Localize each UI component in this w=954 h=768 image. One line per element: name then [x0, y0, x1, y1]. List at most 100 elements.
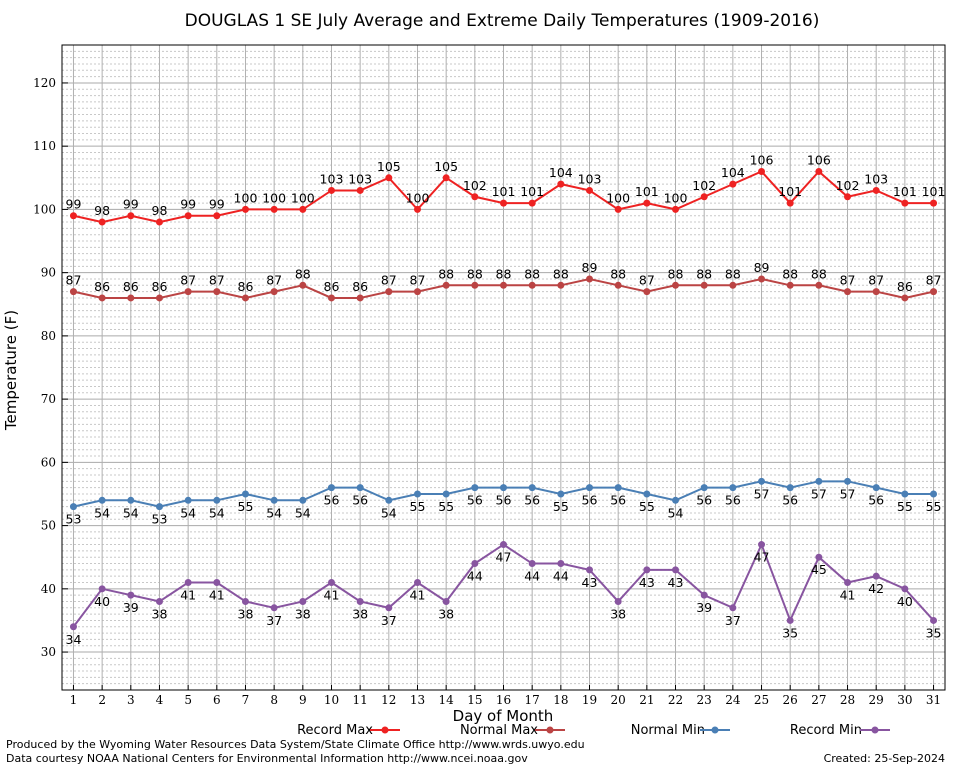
data-label: 54	[668, 505, 684, 520]
data-label: 86	[324, 279, 340, 294]
data-point	[528, 560, 536, 568]
data-label: 41	[410, 588, 426, 603]
x-axis-label: Day of Month	[453, 707, 554, 725]
data-point	[413, 288, 421, 296]
data-point	[758, 541, 766, 549]
data-point	[528, 281, 536, 289]
data-point	[930, 490, 938, 498]
x-tick-label: 29	[869, 693, 884, 707]
x-tick-label: 7	[242, 693, 250, 707]
data-label: 35	[782, 625, 798, 640]
data-point	[241, 490, 249, 498]
data-point	[98, 585, 106, 593]
data-label: 88	[295, 266, 311, 281]
data-point	[98, 496, 106, 504]
x-tick-label: 28	[840, 693, 855, 707]
data-point	[327, 186, 335, 194]
legend-item: Record Min	[790, 723, 890, 738]
data-point	[127, 212, 135, 220]
y-tick-label: 120	[33, 76, 56, 90]
data-label: 87	[639, 273, 655, 288]
x-tick-label: 8	[270, 693, 278, 707]
data-point	[758, 167, 766, 175]
data-label: 100	[664, 190, 688, 205]
legend: Record Max Normal Max Normal Min Record Min	[297, 723, 890, 738]
data-label: 37	[725, 613, 741, 628]
x-tick-label: 22	[668, 693, 683, 707]
data-label: 101	[922, 184, 946, 199]
data-label: 101	[520, 184, 544, 199]
data-label: 102	[692, 178, 716, 193]
data-point	[127, 294, 135, 302]
data-point	[700, 484, 708, 492]
data-point	[471, 560, 479, 568]
legend-label: Normal Max	[460, 723, 538, 738]
data-point	[184, 579, 192, 586]
data-point	[241, 597, 249, 605]
data-point	[184, 212, 192, 220]
data-label: 37	[266, 613, 282, 628]
x-tick-label: 11	[353, 693, 368, 707]
data-point	[69, 623, 77, 631]
data-point	[127, 496, 135, 504]
data-point	[413, 579, 421, 586]
data-point	[758, 275, 766, 283]
data-label: 106	[750, 152, 774, 167]
data-label: 56	[725, 493, 741, 508]
data-label: 88	[782, 266, 798, 281]
legend-marker	[871, 726, 879, 734]
data-point	[500, 281, 507, 289]
data-point	[786, 484, 794, 492]
data-point	[700, 193, 708, 201]
data-label: 38	[438, 606, 454, 621]
data-point	[786, 616, 794, 624]
data-label: 101	[778, 184, 802, 199]
data-point	[930, 199, 938, 207]
data-point	[557, 281, 565, 289]
data-point	[270, 496, 278, 504]
data-point	[471, 484, 479, 492]
data-point	[643, 199, 651, 207]
x-tick-label: 1	[70, 693, 78, 707]
series-record-min: 34 40 39 38 41 41 38 37 38 41 38 37 41 38 44 47 44 44 43 38…	[66, 541, 941, 647]
data-label: 88	[811, 266, 827, 281]
data-label: 44	[524, 569, 540, 584]
data-point	[184, 288, 192, 296]
data-label: 43	[668, 575, 684, 590]
data-point	[442, 597, 450, 605]
data-label: 87	[410, 273, 426, 288]
data-point	[155, 503, 163, 511]
data-label: 41	[840, 588, 856, 603]
x-tick-label: 9	[299, 693, 307, 707]
data-label: 87	[868, 273, 884, 288]
y-tick-label: 50	[41, 519, 56, 533]
data-label: 88	[668, 266, 684, 281]
x-tick-label: 13	[410, 693, 425, 707]
data-point	[672, 496, 680, 504]
data-label: 54	[123, 505, 139, 520]
data-label: 57	[754, 486, 770, 501]
data-label: 87	[180, 273, 196, 288]
data-point	[299, 205, 307, 213]
x-tick-label: 20	[611, 693, 626, 707]
x-tick-label: 6	[213, 693, 221, 707]
data-point	[241, 205, 249, 213]
data-point	[213, 496, 221, 504]
y-tick-label: 60	[41, 455, 56, 469]
data-point	[557, 560, 565, 568]
data-label: 56	[352, 493, 368, 508]
data-label: 87	[209, 273, 225, 288]
data-label: 100	[262, 190, 286, 205]
data-label: 53	[152, 512, 168, 527]
footer-data-source: Data courtesy NOAA National Centers for …	[6, 752, 528, 765]
data-label: 55	[410, 499, 426, 514]
data-point	[930, 616, 938, 624]
data-label: 100	[234, 190, 258, 205]
data-point	[413, 490, 421, 498]
x-tick-label: 2	[98, 693, 106, 707]
series-normal-max: 87 86 86 86 87 87 86 87 88 86 86 87 87 88 88 88 88 88 89 88…	[66, 260, 941, 302]
data-label: 104	[721, 165, 745, 180]
y-tick-label: 90	[41, 266, 56, 280]
x-tick-label: 26	[783, 693, 798, 707]
data-point	[815, 281, 823, 289]
